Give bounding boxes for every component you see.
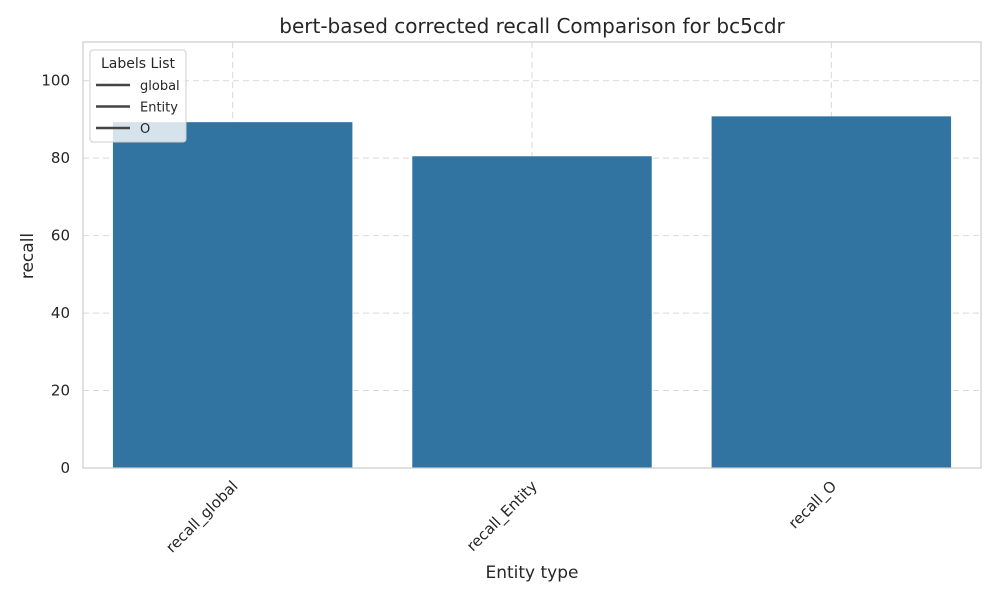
y-tick-label: 80: [51, 149, 70, 167]
legend-entry-label: Entity: [140, 101, 178, 116]
y-tick-label: 40: [51, 304, 70, 322]
legend-entry-label: O: [140, 122, 150, 137]
y-tick-label: 100: [41, 72, 70, 90]
y-tick-label: 0: [60, 459, 70, 477]
legend-entries: global Entity O: [96, 79, 180, 137]
bar-recall_global: [112, 122, 353, 468]
y-tick-label: 60: [51, 227, 70, 245]
legend: Labels List global Entity O: [89, 49, 187, 143]
bars: [112, 116, 952, 469]
y-tick-label: 20: [51, 382, 70, 400]
bar-recall_O: [711, 116, 952, 469]
x-tick-label: recall_O: [785, 477, 841, 533]
x-tick-label: recall_global: [162, 477, 242, 557]
y-axis-ticks: 0 20 40 60 80 100: [41, 72, 70, 477]
legend-entry-label: global: [140, 79, 180, 94]
legend-title: Labels List: [101, 56, 175, 72]
chart-title: bert-based corrected recall Comparison f…: [279, 14, 785, 38]
y-axis-label: recall: [18, 233, 38, 279]
x-axis-ticks: recall_global recall_Entity recall_O: [162, 477, 841, 557]
legend-box: [89, 49, 187, 143]
x-tick-label: recall_Entity: [463, 477, 542, 556]
plot-frame: [82, 41, 982, 469]
bar-recall_Entity: [412, 156, 652, 468]
x-axis-label: Entity type: [485, 563, 578, 583]
